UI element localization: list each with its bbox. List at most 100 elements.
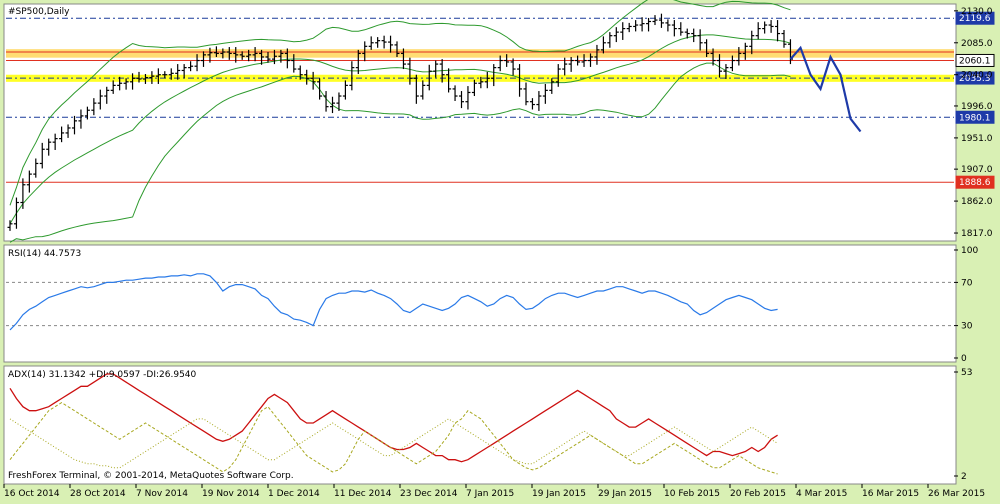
ohlc-bar-8	[59, 126, 65, 143]
x-tick-label-12: 4 Mar 2015	[796, 489, 847, 499]
rsi-panel-bg	[3, 244, 957, 363]
ohlc-bar-26	[175, 64, 181, 80]
ohlc-bar-40	[265, 52, 271, 63]
ohlc-bar-6	[46, 138, 52, 156]
ohlc-bar-19	[130, 73, 136, 90]
ohlc-bar-47	[310, 71, 316, 90]
ohlc-bar-9	[65, 124, 71, 138]
ohlc-bar-106	[691, 28, 697, 43]
ohlc-bar-119	[775, 20, 781, 42]
price-tag-label-1: 2060.1	[959, 56, 991, 66]
ohlc-bar-52	[342, 80, 348, 100]
rsi-ytick-label-2: 30	[961, 322, 973, 332]
ohlc-bar-5	[39, 142, 45, 169]
ohlc-bar-109	[710, 48, 716, 66]
ohlc-bar-64	[420, 80, 426, 100]
ohlc-bar-69	[452, 85, 458, 101]
price-ytick-label-3: 1996.0	[961, 102, 993, 112]
ohlc-bar-25	[168, 68, 174, 80]
ohlc-bar-113	[736, 47, 742, 66]
ohlc-bar-99	[646, 17, 652, 32]
price-tag-0: 2119.6	[955, 11, 995, 25]
ohlc-bar-41	[271, 49, 277, 65]
ohlc-bar-107	[697, 29, 703, 51]
ohlc-bar-11	[78, 109, 84, 129]
ohlc-bar-110	[717, 54, 722, 78]
rsi-ytick-label-3: 0	[961, 354, 967, 364]
ohlc-bar-81	[529, 98, 535, 110]
ohlc-bar-70	[459, 91, 464, 109]
ohlc-bar-43	[284, 48, 290, 69]
ohlc-bar-48	[317, 78, 323, 100]
ohlc-bar-89	[581, 54, 587, 67]
ohlc-bar-18	[123, 78, 129, 90]
adx-line-2	[9, 418, 778, 469]
x-tick-label-13: 16 Mar 2015	[862, 489, 919, 499]
price-tag-label-4: 1888.6	[959, 178, 991, 188]
ohlc-bar-44	[291, 54, 297, 73]
x-tick-label-2: 7 Nov 2014	[136, 489, 188, 499]
price-tag-label-3: 1980.1	[959, 113, 991, 123]
adx-ytick-label-0: 53	[961, 368, 972, 378]
ohlc-bar-4	[33, 158, 39, 178]
price-bands	[6, 49, 954, 82]
ohlc-bar-29	[194, 54, 200, 72]
price-projection	[789, 45, 862, 133]
ohlc-bar-53	[349, 61, 355, 91]
price-bars	[7, 13, 793, 231]
ohlc-bar-76	[497, 55, 503, 72]
ohlc-bar-37	[246, 49, 252, 62]
ohlc-bar-56	[368, 36, 374, 50]
ohlc-bar-101	[658, 13, 664, 28]
rsi-title: RSI(14) 44.7573	[8, 249, 81, 259]
ohlc-bar-73	[478, 76, 484, 89]
price-levels	[6, 17, 954, 183]
price-tag-4: 1888.6	[955, 175, 995, 189]
ohlc-bar-62	[407, 57, 413, 85]
rsi-line-0	[9, 273, 778, 331]
ohlc-bar-32	[213, 46, 219, 57]
adx-footer: FreshForex Terminal, © 2001-2014, MetaQu…	[8, 471, 294, 481]
price-ytick-label-2: 2040.0	[961, 71, 993, 81]
bollinger-upper	[9, 0, 791, 206]
ohlc-bar-105	[684, 28, 690, 39]
ohlc-bar-115	[749, 30, 755, 55]
ohlc-bar-34	[226, 47, 232, 60]
ohlc-bar-17	[117, 76, 123, 91]
ohlc-bar-61	[400, 48, 406, 70]
x-tick-label-0: 16 Oct 2014	[4, 489, 60, 499]
ohlc-bar-65	[426, 64, 432, 91]
x-tick-label-8: 19 Jan 2015	[532, 489, 586, 499]
price-tag-label-0: 2119.6	[959, 14, 991, 24]
adx-series	[9, 373, 778, 475]
highlight-band-0	[6, 49, 954, 58]
ohlc-bar-87	[568, 56, 574, 72]
ohlc-bar-58	[381, 35, 387, 49]
price-y-axis: 2130.0 2085.0 2040.0 1996.0 1951.0 1907.0 1862…	[954, 7, 993, 239]
bollinger-middle	[9, 34, 791, 225]
ohlc-bar-31	[207, 47, 213, 63]
ohlc-bar-2	[20, 178, 26, 209]
rsi-y-axis: 100 70 30 0	[954, 246, 978, 364]
price-tag-3: 1980.1	[955, 110, 995, 124]
ohlc-bar-78	[510, 58, 516, 76]
adx-y-axis: 53 2	[954, 368, 972, 482]
ohlc-bar-92	[600, 36, 606, 54]
ohlc-bar-39	[259, 49, 265, 65]
adx-line-1	[9, 402, 778, 475]
bollinger-lower	[9, 62, 791, 243]
bollinger-bands	[9, 0, 791, 243]
adx-panel-bg	[3, 365, 957, 485]
ohlc-bar-20	[136, 71, 142, 83]
ohlc-bar-91	[594, 44, 600, 65]
ohlc-bar-12	[84, 106, 90, 120]
ohlc-bar-38	[252, 47, 258, 62]
ohlc-bar-75	[491, 64, 497, 87]
ohlc-bar-35	[233, 47, 239, 63]
x-tick-label-6: 23 Dec 2014	[400, 489, 458, 499]
ohlc-bar-13	[91, 98, 97, 116]
ohlc-bar-96	[626, 22, 632, 33]
ohlc-bar-85	[555, 64, 561, 87]
ohlc-bar-24	[162, 71, 168, 79]
